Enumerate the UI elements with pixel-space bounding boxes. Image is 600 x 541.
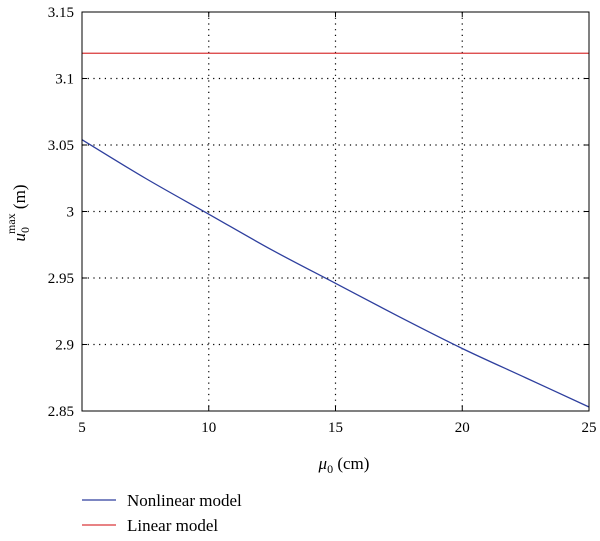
legend-label: Nonlinear model xyxy=(127,491,242,510)
legend: Nonlinear model Linear model xyxy=(82,491,242,535)
axis-ticks xyxy=(81,11,590,412)
series-line-1 xyxy=(81,139,590,408)
y-tick-label: 2.9 xyxy=(55,338,74,354)
x-tick-label: 20 xyxy=(455,420,470,436)
x-tick-label: 10 xyxy=(201,420,216,436)
y-tick-label: 3.15 xyxy=(48,5,74,21)
y-tick-label: 2.85 xyxy=(48,404,74,420)
grid-lines xyxy=(82,12,589,411)
x-tick-label: 5 xyxy=(78,420,86,436)
x-axis-label: μ0 (cm) xyxy=(318,454,370,476)
x-tick-label: 25 xyxy=(582,420,597,436)
legend-label: Linear model xyxy=(127,516,218,535)
y-tick-label: 3.1 xyxy=(55,72,74,88)
tick-labels: 5 10 15 20 25 2.85 2.9 2.95 3 3.05 3.1 3.15 xyxy=(48,5,597,436)
y-tick-label: 3.05 xyxy=(48,138,74,154)
y-tick-label: 3 xyxy=(67,205,75,221)
series-lines xyxy=(81,52,590,408)
y-axis-label: u0max (m) xyxy=(4,185,32,242)
x-tick-label: 15 xyxy=(328,420,343,436)
y-tick-label: 2.95 xyxy=(48,271,74,287)
